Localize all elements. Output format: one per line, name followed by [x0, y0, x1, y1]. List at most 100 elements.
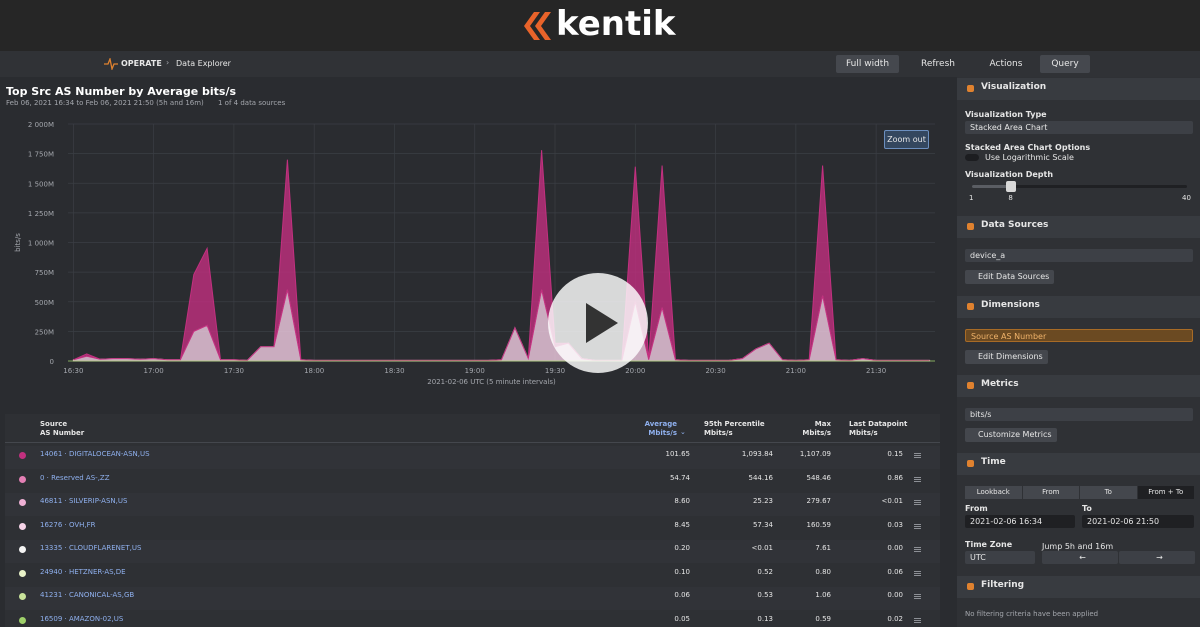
- row-name[interactable]: 13335 · CLOUDFLARENET,US: [40, 544, 142, 552]
- dimensions-header[interactable]: Dimensions: [957, 296, 1200, 318]
- panel-title: Data Sources: [981, 220, 1049, 230]
- from-input[interactable]: 2021-02-06 16:34: [965, 515, 1075, 528]
- row-name[interactable]: 41231 · CANONICAL-AS,GB: [40, 591, 135, 599]
- row-name[interactable]: 16509 · AMAZON-02,US: [40, 614, 124, 623]
- zoom-out-button[interactable]: Zoom out: [884, 130, 929, 149]
- row-value: 0.13: [757, 614, 773, 623]
- select-value: bits/s: [970, 410, 992, 419]
- visualization-header[interactable]: Visualization: [957, 78, 1200, 100]
- row-value: <0.01: [751, 544, 773, 552]
- edit-data-sources-button[interactable]: Edit Data Sources: [965, 270, 1055, 284]
- to-input[interactable]: 2021-02-06 21:50: [1082, 515, 1194, 528]
- filtering-header[interactable]: Filtering: [957, 576, 1200, 598]
- time-tab[interactable]: From: [1022, 486, 1079, 499]
- breadcrumb-section[interactable]: OPERATE: [121, 59, 162, 68]
- play-button[interactable]: [548, 273, 648, 373]
- query-button[interactable]: Query: [1040, 55, 1090, 73]
- area: [73, 150, 930, 361]
- row-background: [5, 540, 940, 563]
- dimension-tag[interactable]: Source AS Number: [965, 329, 1193, 342]
- table-header: Mbits/s: [648, 429, 677, 437]
- edit-dimensions-button[interactable]: Edit Dimensions: [965, 350, 1048, 364]
- metrics-header[interactable]: Metrics: [957, 375, 1200, 397]
- table-header: Mbits/s: [849, 429, 878, 437]
- row-value: 0.52: [757, 567, 773, 576]
- toolbar: [0, 51, 1200, 77]
- slider-min: 1: [969, 194, 974, 202]
- slider-value: 8: [1008, 194, 1013, 202]
- x-tick-label: 21:00: [786, 367, 806, 375]
- row-value: 1,093.84: [741, 450, 773, 458]
- row-name[interactable]: 24940 · HETZNER-AS,DE: [40, 567, 126, 576]
- row-swatch: [19, 452, 26, 459]
- row-value: 0.80: [815, 567, 831, 576]
- toggle-label: Use Logarithmic Scale: [985, 153, 1074, 162]
- slider-thumb[interactable]: [1005, 181, 1016, 192]
- row-value: 101.65: [665, 450, 691, 458]
- table-header: Average: [644, 420, 677, 428]
- zone-select[interactable]: UTC: [965, 551, 1035, 564]
- row-value: 0.53: [757, 591, 773, 599]
- row-value: 0.86: [887, 473, 903, 482]
- time-tab[interactable]: Lookback: [965, 486, 1022, 499]
- row-menu[interactable]: [914, 476, 921, 478]
- row-menu[interactable]: [914, 570, 921, 572]
- data-sources-header[interactable]: Data Sources: [957, 216, 1200, 238]
- brand: kentik: [556, 4, 676, 44]
- sources-note: 1 of 4 data sources: [218, 99, 286, 107]
- y-tick-label: 0: [50, 358, 54, 366]
- row-menu[interactable]: [914, 617, 921, 619]
- refresh-button[interactable]: Refresh: [921, 59, 955, 69]
- row-value: 57.34: [752, 520, 773, 529]
- x-tick-label: 18:00: [304, 367, 324, 375]
- row-value: 54.74: [669, 473, 690, 482]
- x-tick-label: 20:30: [705, 367, 725, 375]
- y-axis-label: bits/s: [14, 233, 22, 252]
- customize-metrics-button[interactable]: Customize Metrics: [965, 428, 1057, 442]
- row-background: [5, 587, 940, 610]
- field-label: Stacked Area Chart Options: [965, 143, 1091, 152]
- row-value: 1.06: [815, 591, 831, 599]
- x-tick-label: 20:00: [625, 367, 645, 375]
- row-value: 0.00: [887, 591, 903, 599]
- jump-forward-button[interactable]: →: [1119, 551, 1195, 564]
- panel-title: Time: [981, 457, 1006, 467]
- actions-button[interactable]: Actions: [989, 59, 1023, 69]
- row-name[interactable]: 16276 · OVH,FR: [40, 520, 96, 529]
- y-tick-label: 750M: [35, 269, 54, 277]
- row-name[interactable]: 14061 · DIGITALOCEAN-ASN,US: [40, 450, 150, 458]
- table-header: Source: [40, 420, 68, 428]
- row-value: 0.02: [887, 614, 903, 623]
- row-name[interactable]: 0 · Reserved AS-,ZZ: [40, 473, 110, 482]
- metric-select[interactable]: bits/s: [965, 408, 1193, 421]
- row-menu[interactable]: [914, 547, 921, 548]
- x-tick-label: 18:30: [384, 367, 404, 375]
- time-tab[interactable]: To: [1080, 486, 1137, 499]
- filter-note: No filtering criteria have been applied: [965, 610, 1099, 618]
- row-value: 1,107.09: [799, 450, 831, 458]
- row-value: 0.06: [887, 567, 903, 576]
- breadcrumb-page: Data Explorer: [176, 59, 231, 68]
- time-header[interactable]: Time: [957, 453, 1200, 475]
- row-value: 0.00: [887, 544, 903, 552]
- row-menu[interactable]: [914, 594, 921, 595]
- input-value: 2021-02-06 16:34: [970, 517, 1043, 526]
- row-value: 8.45: [674, 520, 690, 529]
- full-width-button[interactable]: Full width: [836, 55, 899, 73]
- row-menu[interactable]: [914, 523, 921, 525]
- row-value: 0.03: [887, 520, 903, 529]
- visualization-type-select[interactable]: Stacked Area Chart: [965, 121, 1193, 134]
- row-name[interactable]: 46811 · SILVERIP-ASN,US: [40, 497, 128, 505]
- row-value: 0.10: [674, 567, 690, 576]
- tag-text: Source AS Number: [971, 332, 1047, 341]
- table-header: Mbits/s: [704, 429, 733, 437]
- x-tick-label: 19:00: [465, 367, 485, 375]
- row-menu[interactable]: [914, 453, 921, 454]
- data-source-tag[interactable]: device_a: [965, 249, 1193, 262]
- row-swatch: [19, 522, 26, 530]
- row-menu[interactable]: [914, 500, 921, 501]
- time-tab[interactable]: From + To: [1137, 486, 1194, 499]
- jump-back-button[interactable]: ←: [1042, 551, 1118, 564]
- log-toggle[interactable]: [965, 154, 979, 161]
